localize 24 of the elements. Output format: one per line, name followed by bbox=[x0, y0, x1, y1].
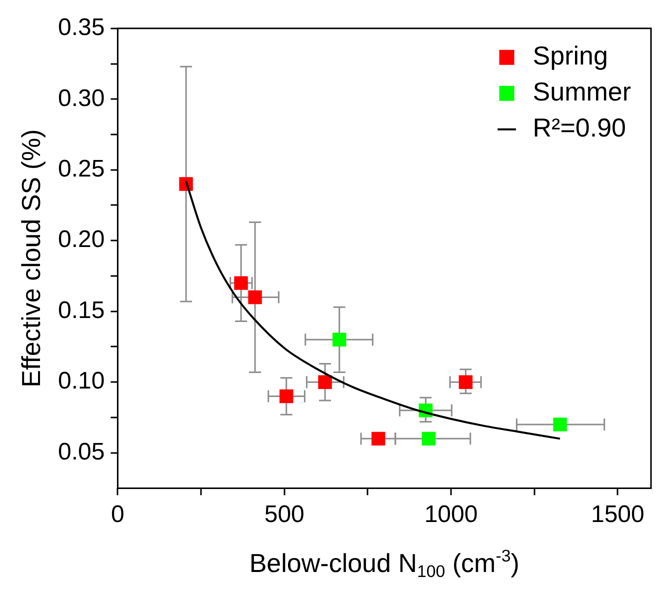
x-tick-label: 0 bbox=[111, 501, 124, 528]
point bbox=[318, 375, 332, 389]
legend-label: Summer bbox=[532, 76, 632, 107]
y-tick-label: 0.25 bbox=[58, 156, 105, 182]
point bbox=[280, 389, 294, 404]
y-tick-label: 0.20 bbox=[58, 226, 105, 254]
y-tick-label: 0.30 bbox=[58, 84, 105, 112]
y-axis-title: Effective cloud SS (%) bbox=[16, 129, 46, 388]
x-tick-label: 1500 bbox=[590, 501, 644, 528]
point bbox=[248, 290, 262, 304]
legend-label: R²=0.90 bbox=[532, 112, 626, 143]
y-tick-label: 0.10 bbox=[58, 368, 105, 395]
x-tick-label: 1000 bbox=[424, 501, 478, 528]
point bbox=[234, 276, 248, 290]
y-tick-label: 0.15 bbox=[58, 296, 105, 324]
point bbox=[553, 418, 567, 432]
x-tick-label: 500 bbox=[264, 501, 304, 528]
point bbox=[332, 332, 346, 347]
point bbox=[371, 432, 386, 446]
y-tick-label: 0.35 bbox=[58, 14, 105, 42]
y-tick-label: 0.05 bbox=[58, 438, 105, 466]
legend-label: Spring bbox=[532, 40, 608, 71]
point bbox=[422, 432, 436, 446]
point bbox=[458, 375, 473, 389]
